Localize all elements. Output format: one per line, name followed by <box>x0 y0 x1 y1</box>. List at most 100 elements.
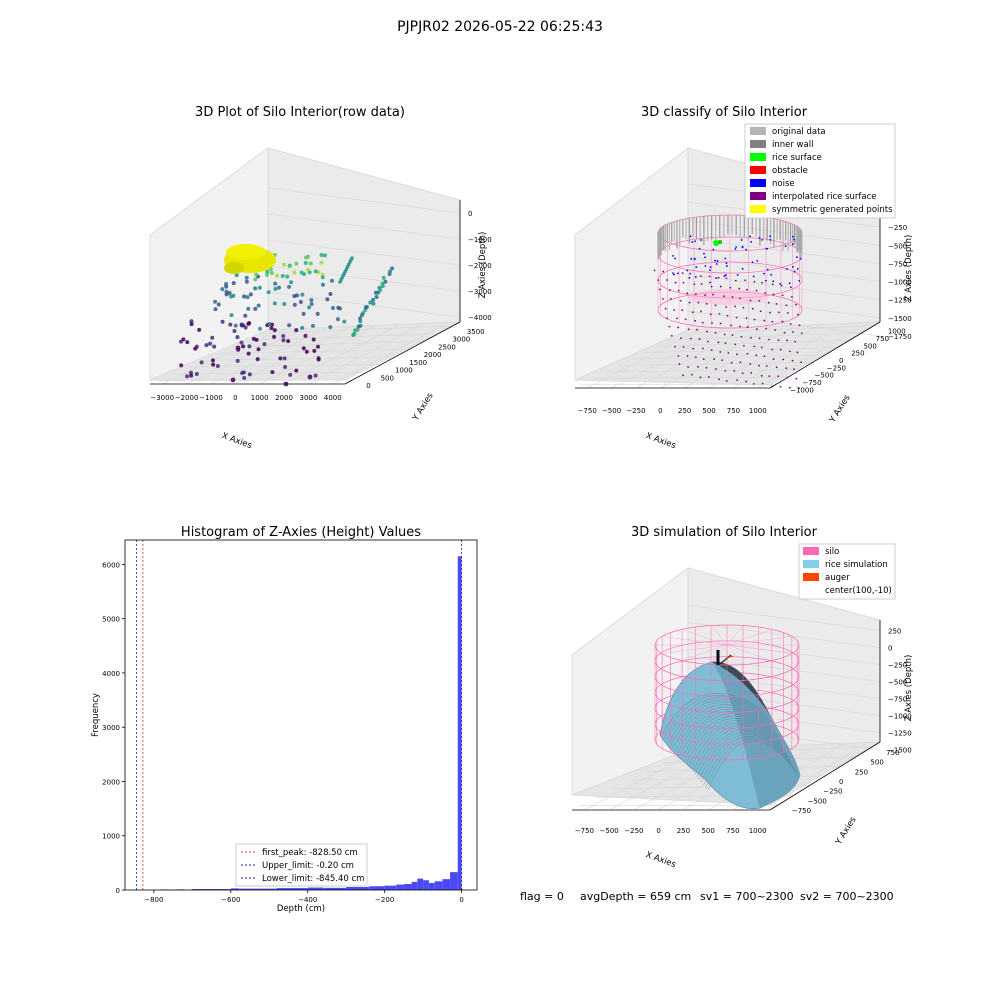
scatter-point <box>210 358 215 363</box>
scatter-point <box>231 281 236 286</box>
scatter-point <box>312 348 317 353</box>
interpolated-point <box>701 321 704 324</box>
scatter-point <box>244 279 249 284</box>
interpolated-point <box>768 375 771 378</box>
scatter-point <box>280 274 285 279</box>
interpolated-point <box>694 356 697 359</box>
scatter-point <box>197 327 202 332</box>
z-tick-label: −1500 <box>888 315 912 323</box>
interpolated-point <box>750 336 752 339</box>
scatter-point <box>292 302 297 307</box>
noise-point <box>677 272 679 275</box>
y-axis <box>769 741 881 811</box>
x-tick-label: −250 <box>626 407 645 415</box>
noise-point <box>740 239 743 241</box>
interpolated-point <box>753 280 756 283</box>
interpolated-point <box>765 327 767 330</box>
scatter-point <box>388 269 393 274</box>
interpolated-point <box>689 337 692 340</box>
interpolated-point <box>674 345 676 348</box>
scatter-point <box>253 306 258 311</box>
scatter-point <box>278 356 283 361</box>
histogram-bar <box>230 888 239 890</box>
noise-point <box>686 269 689 272</box>
noise-point <box>785 268 788 270</box>
noise-point <box>700 239 702 241</box>
rice-surface-point <box>718 240 722 244</box>
interpolated-point <box>687 328 690 331</box>
interpolated-point <box>761 382 764 385</box>
interpolated-point <box>684 318 687 321</box>
interpolated-point <box>786 339 788 342</box>
x-axis-label: Depth (cm) <box>277 904 325 914</box>
scatter-point <box>256 347 261 352</box>
noise-point <box>772 280 775 283</box>
scatter-point <box>242 294 247 299</box>
noise-point <box>723 275 726 278</box>
interpolated-point <box>777 375 780 378</box>
y-tick-label: −750 <box>792 807 811 815</box>
x-tick-label: 500 <box>702 407 715 415</box>
scatter-point <box>336 305 341 310</box>
interpolated-point <box>800 332 803 335</box>
z-tick-label: −750 <box>888 260 907 268</box>
interpolated-point <box>721 359 724 362</box>
interpolated-point <box>677 289 680 292</box>
z-tick-labels: 250 0 −250 −500 −750 −1000 −1250 −1500 <box>888 628 912 755</box>
scatter-point <box>352 331 357 336</box>
legend: original data inner wall rice surface obsta… <box>744 123 896 219</box>
y-tick-label: 1000 <box>395 367 413 375</box>
noise-point <box>714 259 717 262</box>
legend-swatch <box>750 153 766 161</box>
x-tick-label: −1000 <box>199 394 223 402</box>
interpolated-point <box>779 348 782 351</box>
y-tick-label: 0 <box>839 357 843 365</box>
interpolated-point <box>741 372 744 375</box>
interpolated-point <box>793 368 795 371</box>
scatter-point <box>229 313 234 318</box>
legend: silo rice simulation auger center(100,-10) <box>798 543 896 600</box>
y-axis-label: Y Axies <box>833 815 859 848</box>
scatter-point <box>361 311 366 316</box>
scatter-point <box>281 338 286 343</box>
noise-point <box>672 254 674 257</box>
scatter-point <box>319 260 324 265</box>
z-tick-label: −1500 <box>888 747 912 755</box>
scatter-point <box>267 322 272 327</box>
histogram-bar <box>276 888 308 890</box>
interpolated-point <box>759 310 762 313</box>
scatter-point <box>220 319 225 324</box>
scatter-point <box>301 311 306 316</box>
interpolated-point <box>787 312 789 314</box>
legend-swatch <box>750 166 766 174</box>
interpolated-point <box>796 351 799 354</box>
interpolated-point <box>771 283 774 286</box>
scatter-point <box>298 300 303 305</box>
interpolated-point <box>717 276 720 279</box>
interpolated-point <box>779 385 782 388</box>
legend-label: Lower_limit: -845.40 cm <box>262 874 364 884</box>
y-axis <box>344 321 461 385</box>
scatter-point <box>243 325 248 330</box>
interpolated-point <box>702 358 705 361</box>
scatter-point <box>358 316 363 321</box>
scatter-point <box>244 275 249 280</box>
interpolated-point <box>657 279 660 282</box>
scatter-point <box>307 305 312 310</box>
scatter-point <box>319 253 324 258</box>
sv1-text: sv1 = 700~2300 <box>700 890 794 903</box>
x-tick-label: −200 <box>375 896 394 904</box>
noise-point <box>689 235 692 238</box>
noise-point <box>795 256 798 259</box>
scatter-point <box>342 319 347 324</box>
scatter-point <box>242 376 247 381</box>
noise-point <box>709 281 711 284</box>
panel-title: 3D simulation of Silo Interior <box>631 525 818 540</box>
noise-point <box>690 257 693 260</box>
noise-point <box>688 276 691 279</box>
scatter-point <box>189 373 194 378</box>
scatter-point <box>289 280 294 285</box>
x-tick-label: −800 <box>144 896 163 904</box>
interpolated-point <box>752 382 755 385</box>
histogram-bar <box>346 887 370 890</box>
